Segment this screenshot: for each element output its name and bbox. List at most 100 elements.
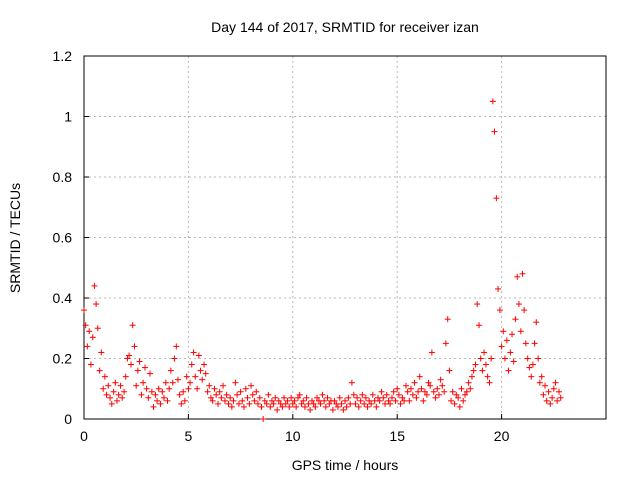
- data-point: [131, 343, 138, 350]
- data-point: [522, 340, 529, 347]
- data-point: [183, 373, 190, 380]
- x-axis-label: GPS time / hours: [292, 457, 399, 473]
- data-point: [387, 400, 394, 407]
- data-point: [112, 379, 119, 386]
- data-point: [201, 361, 208, 368]
- x-tick-label: 5: [185, 428, 193, 444]
- data-point: [434, 385, 441, 392]
- data-point: [394, 385, 401, 392]
- data-point: [216, 388, 223, 395]
- data-point: [237, 388, 244, 395]
- data-point: [274, 406, 281, 413]
- data-point: [215, 400, 222, 407]
- data-point: [86, 328, 93, 335]
- data-point: [460, 397, 467, 404]
- data-point: [476, 322, 483, 329]
- data-point: [310, 400, 317, 407]
- data-point: [515, 301, 522, 308]
- data-point: [354, 394, 361, 401]
- data-point: [357, 397, 364, 404]
- data-point: [169, 379, 176, 386]
- data-point: [470, 367, 477, 374]
- data-point: [552, 379, 559, 386]
- data-point: [536, 379, 543, 386]
- data-point: [333, 400, 340, 407]
- data-point: [355, 403, 362, 410]
- data-point: [82, 322, 89, 329]
- data-point: [352, 400, 359, 407]
- data-point: [281, 394, 288, 401]
- data-point: [174, 376, 181, 383]
- data-point: [371, 397, 378, 404]
- data-point: [462, 391, 469, 398]
- data-point: [314, 394, 321, 401]
- data-point: [232, 379, 239, 386]
- data-point: [187, 379, 194, 386]
- data-point: [507, 349, 514, 356]
- data-point: [437, 376, 444, 383]
- data-point: [160, 394, 167, 401]
- data-point: [526, 364, 533, 371]
- y-tick-label: 0: [64, 411, 72, 427]
- data-point: [472, 361, 479, 368]
- data-point: [395, 391, 402, 398]
- data-point: [124, 355, 131, 362]
- data-point: [152, 391, 159, 398]
- data-point: [535, 355, 542, 362]
- data-point: [218, 394, 225, 401]
- data-point: [338, 400, 345, 407]
- data-point: [531, 340, 538, 347]
- data-point: [322, 403, 329, 410]
- data-point: [220, 382, 227, 389]
- data-point: [87, 361, 94, 368]
- data-point: [103, 391, 110, 398]
- data-point: [557, 394, 564, 401]
- data-point: [150, 403, 157, 410]
- data-point: [495, 285, 502, 292]
- data-point: [425, 379, 432, 386]
- data-point: [141, 364, 148, 371]
- data-point: [329, 406, 336, 413]
- data-point: [455, 394, 462, 401]
- data-point: [493, 195, 500, 202]
- data-point: [517, 328, 524, 335]
- y-tick-label: 0.2: [53, 351, 73, 367]
- data-point: [345, 394, 352, 401]
- data-point: [286, 403, 293, 410]
- data-point: [181, 397, 188, 404]
- points-layer: [81, 98, 564, 422]
- data-point: [307, 406, 314, 413]
- y-tick-label: 0.4: [53, 290, 73, 306]
- data-point: [265, 391, 272, 398]
- data-point: [489, 98, 496, 105]
- data-point: [315, 397, 322, 404]
- data-point: [113, 397, 120, 404]
- data-point: [444, 316, 451, 323]
- data-point: [127, 361, 134, 368]
- data-point: [133, 382, 140, 389]
- data-point: [428, 349, 435, 356]
- data-point: [138, 391, 145, 398]
- data-point: [140, 379, 147, 386]
- data-point: [228, 403, 235, 410]
- data-point: [465, 379, 472, 386]
- data-point: [305, 400, 312, 407]
- data-point: [376, 397, 383, 404]
- data-point: [496, 307, 503, 314]
- data-point: [512, 316, 519, 323]
- data-point: [199, 376, 206, 383]
- data-point: [397, 400, 404, 407]
- data-point: [415, 388, 422, 395]
- data-point: [148, 388, 155, 395]
- data-point: [545, 388, 552, 395]
- data-point: [359, 391, 366, 398]
- y-tick-label: 1: [64, 109, 72, 125]
- data-point: [291, 397, 298, 404]
- data-point: [159, 388, 166, 395]
- data-point: [268, 397, 275, 404]
- data-point: [202, 370, 209, 377]
- data-point: [267, 403, 274, 410]
- data-point: [509, 331, 516, 338]
- data-point: [538, 373, 545, 380]
- data-point: [446, 367, 453, 374]
